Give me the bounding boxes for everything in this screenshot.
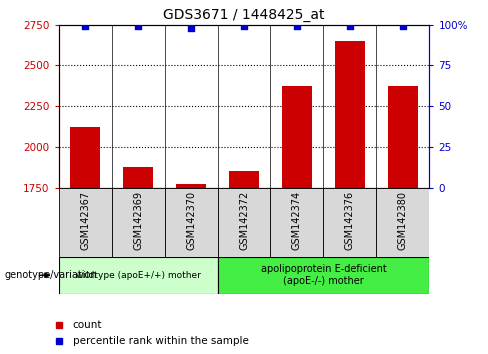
Text: wildtype (apoE+/+) mother: wildtype (apoE+/+) mother: [76, 271, 201, 280]
Bar: [229, 171, 259, 188]
Text: percentile rank within the sample: percentile rank within the sample: [73, 336, 248, 346]
Text: GSM142372: GSM142372: [239, 191, 249, 250]
Point: [81, 24, 89, 29]
Bar: [218, 257, 429, 294]
Bar: [270, 188, 324, 257]
Bar: [123, 167, 153, 188]
Bar: [376, 188, 429, 257]
Title: GDS3671 / 1448425_at: GDS3671 / 1448425_at: [163, 8, 325, 22]
Bar: [112, 188, 164, 257]
Point: [187, 25, 195, 31]
Bar: [324, 188, 376, 257]
Bar: [59, 257, 218, 294]
Text: GSM142367: GSM142367: [80, 191, 90, 250]
Point: [346, 24, 354, 29]
Bar: [335, 41, 365, 188]
Text: GSM142369: GSM142369: [133, 191, 143, 250]
Text: count: count: [73, 320, 102, 330]
Bar: [218, 188, 270, 257]
Point: [399, 24, 407, 29]
Text: GSM142380: GSM142380: [398, 191, 408, 250]
Text: apolipoprotein E-deficient
(apoE-/-) mother: apolipoprotein E-deficient (apoE-/-) mot…: [261, 264, 386, 286]
Bar: [164, 188, 218, 257]
Point: [134, 24, 142, 29]
Bar: [177, 183, 205, 188]
Bar: [70, 126, 100, 188]
Text: genotype/variation: genotype/variation: [5, 270, 98, 280]
Bar: [283, 86, 311, 188]
Bar: [59, 188, 112, 257]
Text: GSM142370: GSM142370: [186, 191, 196, 250]
Bar: [388, 86, 418, 188]
Text: GSM142376: GSM142376: [345, 191, 355, 250]
Point: [240, 24, 248, 29]
Point: [293, 24, 301, 29]
Text: GSM142374: GSM142374: [292, 191, 302, 250]
